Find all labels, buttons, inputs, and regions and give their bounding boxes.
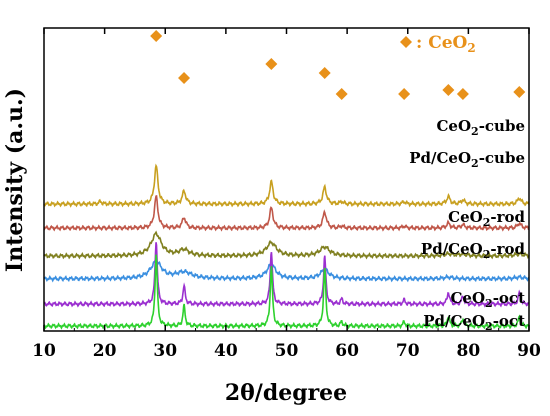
x-tick-label: 20 [93,341,117,361]
series-label: CeO2-oct [450,289,525,310]
x-tick-label: 80 [457,341,481,361]
series-line [43,242,530,308]
x-tick-label: 70 [396,341,420,361]
series-label: Pd/CeO2-rod [421,240,526,261]
series-line [43,163,530,208]
peak-marker [265,58,278,70]
series-line [43,259,530,283]
x-tick-label: 50 [275,341,299,361]
peak-marker [318,67,331,79]
peak-marker [150,30,163,42]
series-label: Pd/CeO2-oct [423,312,525,333]
peak-marker [513,86,526,98]
x-axis-title: 2θ/degree [225,380,347,406]
legend-label: : CeO2 [416,33,476,55]
series-label: CeO2-cube [436,117,525,138]
x-tick-label: 90 [517,341,541,361]
peak-marker [178,72,191,84]
peak-markers [150,30,526,100]
x-tick-label: 10 [32,341,56,361]
series-label: Pd/CeO2-cube [409,149,525,170]
series-label: CeO2-rod [448,208,525,229]
series-line [43,230,530,260]
series-labels: CeO2-cube Pd/CeO2-cube CeO2-rod Pd/CeO2-rod… [409,117,525,333]
x-tick-label: 40 [214,341,238,361]
plot-frame [43,27,530,332]
peak-marker [442,84,455,96]
x-axis-ticks: 10 20 30 40 50 60 70 80 90 [32,28,541,361]
y-axis-title: Intensity (a.u.) [2,88,28,272]
peak-marker [335,88,348,100]
peak-marker [456,88,469,100]
peak-marker [398,88,411,100]
legend: : CeO2 [400,33,476,55]
x-tick-label: 60 [335,341,359,361]
x-tick-label: 30 [153,341,177,361]
legend-diamond-icon [400,36,412,48]
series-line [43,194,530,232]
